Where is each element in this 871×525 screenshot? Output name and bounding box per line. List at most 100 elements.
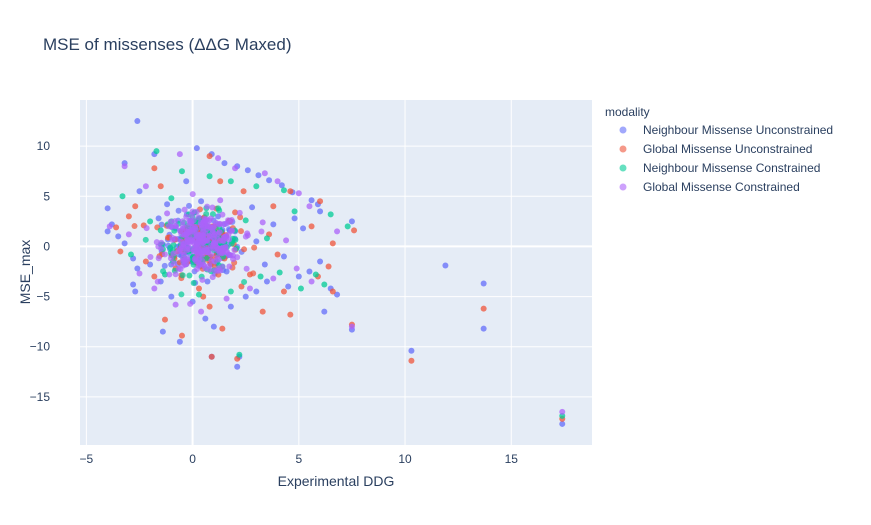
scatter-point — [291, 208, 298, 215]
scatter-point — [223, 268, 230, 275]
scatter-point — [178, 332, 185, 339]
scatter-point — [231, 246, 238, 253]
scatter-point — [229, 252, 236, 259]
x-axis-title: Experimental DDG — [278, 473, 395, 489]
scatter-point — [334, 291, 341, 298]
scatter-point — [186, 272, 193, 279]
scatter-point — [258, 228, 265, 235]
scatter-point — [306, 268, 313, 275]
scatter-point — [206, 153, 213, 160]
scatter-point — [125, 231, 132, 238]
scatter-point — [285, 283, 292, 290]
x-tick-label: 15 — [505, 452, 519, 466]
scatter-point — [134, 265, 141, 272]
scatter-point — [151, 285, 158, 292]
scatter-point — [559, 420, 566, 427]
scatter-point — [104, 228, 111, 235]
scatter-point — [131, 223, 138, 230]
scatter-point — [175, 265, 182, 272]
chart-title: MSE of missenses (ΔΔG Maxed) — [43, 35, 292, 54]
scatter-point — [236, 351, 243, 358]
legend: Neighbour Missense Unconstrained Global M… — [619, 123, 833, 194]
scatter-point — [232, 236, 239, 243]
scatter-point — [295, 273, 302, 280]
scatter-point — [200, 261, 207, 268]
scatter-point — [253, 288, 260, 295]
scatter-point — [115, 233, 122, 240]
scatter-point — [134, 118, 141, 125]
scatter-point — [274, 251, 281, 258]
tick-labels: −5 0 5 10 15 −15 −10 −5 0 5 10 — [30, 139, 519, 466]
scatter-point — [197, 219, 204, 226]
scatter-point — [117, 248, 124, 255]
scatter-point — [232, 165, 239, 172]
scatter-point — [217, 178, 224, 185]
scatter-point — [183, 231, 190, 238]
scatter-point — [192, 227, 199, 234]
scatter-point — [203, 211, 210, 218]
y-tick-label: −15 — [30, 390, 51, 404]
scatter-point — [246, 271, 253, 278]
legend-marker — [619, 183, 627, 191]
y-tick-label: −5 — [36, 290, 50, 304]
scatter-point — [147, 253, 154, 260]
y-tick-label: 0 — [43, 239, 50, 253]
scatter-point — [226, 236, 233, 243]
scatter-point — [253, 183, 260, 190]
scatter-point — [195, 232, 202, 239]
scatter-point — [351, 227, 358, 234]
scatter-point — [242, 217, 249, 224]
scatter-point — [167, 255, 174, 262]
scatter-point — [165, 223, 172, 230]
scatter-point — [253, 238, 260, 245]
scatter-point — [172, 223, 179, 230]
scatter-point — [206, 173, 213, 180]
scatter-point — [244, 232, 251, 239]
scatter-point — [194, 265, 201, 272]
scatter-point — [194, 250, 201, 257]
scatter-point — [158, 239, 165, 246]
series-3 — [106, 151, 566, 415]
scatter-point — [127, 251, 134, 258]
scatter-point — [210, 323, 217, 330]
scatter-point — [155, 215, 162, 222]
scatter-point — [321, 281, 328, 288]
y-axis-title: MSE_max — [17, 240, 33, 305]
scatter-point — [206, 232, 213, 239]
scatter-point — [154, 278, 161, 285]
scatter-point — [348, 323, 355, 330]
scatter-point — [142, 258, 149, 265]
scatter-point — [164, 201, 171, 208]
scatter-point — [209, 211, 216, 218]
scatter-point — [242, 293, 249, 300]
scatter-point — [208, 353, 215, 360]
scatter-point — [308, 223, 315, 230]
scatter-point — [219, 245, 226, 252]
scatter-point — [198, 308, 205, 315]
scatter-point — [189, 238, 196, 245]
scatter-point — [274, 178, 281, 185]
scatter-point — [232, 209, 239, 216]
scatter-point — [130, 281, 137, 288]
scatter-point — [210, 240, 217, 247]
scatter-point — [212, 219, 219, 226]
scatter-point — [249, 204, 256, 211]
scatter-point — [219, 325, 226, 332]
scatter-point — [178, 168, 185, 175]
scatter-point — [210, 235, 217, 242]
scatter-point — [106, 223, 113, 230]
scatter-point — [132, 288, 139, 295]
scatter-point — [147, 261, 154, 268]
scatter-point — [204, 278, 211, 285]
scatter-point — [234, 363, 241, 370]
scatter-point — [317, 258, 324, 265]
scatter-point — [348, 218, 355, 225]
scatter-point — [257, 273, 264, 280]
scatter-point — [211, 267, 218, 274]
scatter-point — [317, 198, 324, 205]
scatter-point — [306, 203, 313, 210]
scatter-point — [291, 215, 298, 222]
scatter-point — [190, 279, 197, 286]
y-tick-label: −10 — [30, 340, 51, 354]
scatter-point — [209, 227, 216, 234]
